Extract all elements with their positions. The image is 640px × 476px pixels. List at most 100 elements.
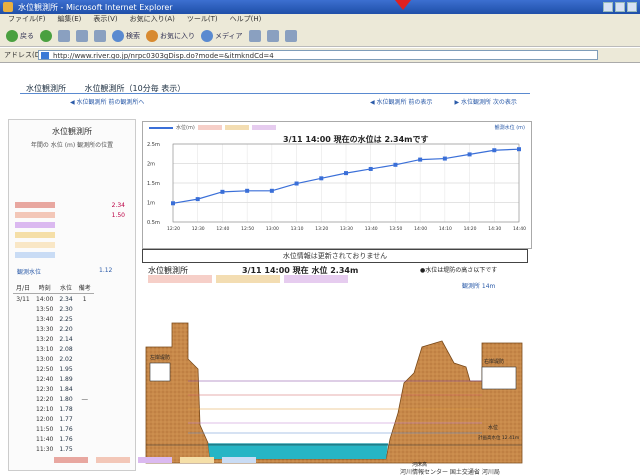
row-level: 1.95	[59, 365, 73, 373]
row-time: 12:00	[36, 415, 54, 423]
menu-file[interactable]: ファイル(F)	[8, 15, 46, 23]
close-button[interactable]	[627, 2, 637, 12]
col-level: 水位	[56, 282, 76, 294]
row-level: 2.30	[59, 305, 73, 313]
x-tick-label: 12:50	[241, 226, 254, 232]
cross-section-panel: 水位観測所 3/11 14:00 現在 水位 2.34m 水位は堤防の高さ以下で…	[142, 263, 530, 468]
water-level-label[interactable]: 観測水位	[17, 269, 42, 276]
row-note: 1	[82, 295, 87, 303]
menu-tools[interactable]: ツール(T)	[186, 15, 218, 23]
row-note	[76, 314, 94, 324]
home-button[interactable]	[94, 29, 106, 42]
row-time: 12:30	[36, 385, 54, 393]
legend-line-swatch	[149, 126, 173, 129]
data-point	[492, 148, 497, 153]
table-row: 12:30 1.84	[13, 384, 94, 394]
menu-edit[interactable]: 編集(E)	[57, 15, 82, 23]
right-bank-label: 右岸堤防	[484, 358, 504, 365]
row-note	[76, 324, 94, 334]
col-note: 備考	[75, 282, 94, 294]
row-time: 11:30	[36, 445, 54, 453]
data-point	[344, 171, 348, 176]
stop-button[interactable]	[58, 29, 70, 42]
window-title: 水位観測所 - Microsoft Internet Explorer	[18, 3, 173, 12]
table-row: 13:00 2.02	[13, 354, 94, 364]
legend-swatch	[15, 202, 55, 208]
chart-plot: 2.5m 2m 1.5m 1m 0.5m 12:20 12:30 12:40 12:50 13:0…	[147, 142, 526, 232]
row-date	[13, 414, 33, 424]
back-arrow-icon	[6, 29, 18, 42]
row-level: 1.78	[59, 405, 73, 413]
status-message: 水位情報は更新されておりません	[142, 249, 528, 263]
section-status: 水位は堤防の高さ以下です	[420, 265, 497, 274]
menu-view[interactable]: 表示(V)	[93, 15, 118, 23]
legend-series-label: 水位(m)	[176, 125, 195, 131]
print-icon	[284, 29, 297, 42]
menu-help[interactable]: ヘルプ(H)	[229, 15, 262, 23]
row-note	[76, 444, 94, 454]
data-point	[319, 176, 324, 181]
row-level: 2.20	[59, 325, 73, 333]
favorites-button[interactable]: お気に入り	[146, 29, 195, 42]
bottom-legend	[54, 457, 534, 465]
legend-row	[15, 222, 125, 230]
row-date	[13, 304, 33, 314]
row-time: 13:10	[36, 345, 54, 353]
section-water	[208, 444, 388, 459]
section-title: 水位観測所	[148, 266, 188, 275]
table-row: 12:20 1.80 ―	[13, 394, 94, 404]
back-button[interactable]: 戻る	[6, 29, 34, 42]
data-point	[418, 157, 423, 162]
x-tick-label: 12:40	[216, 226, 229, 232]
left-panel-title: 水位観測所	[52, 127, 92, 136]
legend-swatch-3	[251, 125, 276, 130]
x-tick-label: 13:40	[365, 226, 378, 232]
nav-link-prev-station[interactable]: ◀ 水位観測所 前の観測所へ	[70, 99, 145, 106]
mail-button[interactable]	[266, 29, 279, 42]
nav-link-next[interactable]: ▶ 水位観測所 次の表示	[454, 99, 517, 106]
legend-row: 2.34	[15, 202, 125, 210]
menu-favorites[interactable]: お気に入り(A)	[129, 15, 175, 23]
bottom-legend-swatch-5	[222, 457, 256, 463]
forward-button[interactable]	[40, 29, 52, 42]
y-tick-label: 2.5m	[147, 142, 160, 148]
table-row: 11:30 1.75	[13, 444, 94, 454]
bottom-legend-swatch-3	[138, 457, 172, 463]
section-station-label: 観測所 14m	[462, 283, 496, 290]
media-button[interactable]: メディア	[201, 29, 243, 42]
data-point	[220, 189, 225, 194]
row-level: 1.76	[59, 435, 73, 443]
x-tick-label: 12:30	[192, 226, 205, 232]
row-time: 12:20	[36, 395, 54, 403]
water-mark-label: 水位	[488, 424, 498, 431]
chart-legend-right: 観測水位 (m)	[494, 125, 525, 131]
table-row: 11:50 1.76	[13, 424, 94, 434]
home-icon	[94, 29, 106, 42]
row-date: 3/11	[16, 295, 30, 303]
print-button[interactable]	[284, 29, 297, 42]
maximize-button[interactable]	[615, 2, 625, 12]
left-bank-label: 左岸堤防	[150, 354, 170, 361]
row-date	[13, 404, 33, 414]
refresh-button[interactable]	[76, 29, 88, 42]
plan-level-label: 計画高水位 12.41m	[478, 434, 519, 441]
row-note	[76, 374, 94, 384]
legend-swatch	[15, 252, 55, 258]
x-tick-label: 12:20	[167, 226, 180, 232]
search-button[interactable]: 検索	[112, 29, 140, 42]
riverbed-label: 河床高	[412, 461, 427, 468]
nav-link-prev[interactable]: ◀ 水位観測所 前の表示	[370, 99, 433, 106]
data-point	[442, 156, 447, 161]
row-note	[76, 404, 94, 414]
x-tick-label: 13:20	[315, 226, 328, 232]
address-input[interactable]: http://www.river.go.jp/nrpc0303gDisp.do?…	[38, 50, 598, 60]
minimize-button[interactable]	[603, 2, 613, 12]
bottom-legend-swatch-2	[96, 457, 130, 463]
x-tick-label: 14:40	[513, 226, 526, 232]
history-button[interactable]	[248, 29, 261, 42]
legend-row	[15, 242, 125, 250]
forward-arrow-icon	[40, 29, 52, 42]
address-label: アドレス(D)	[4, 51, 43, 59]
row-level: 2.02	[59, 355, 73, 363]
legend-swatch	[15, 222, 55, 228]
